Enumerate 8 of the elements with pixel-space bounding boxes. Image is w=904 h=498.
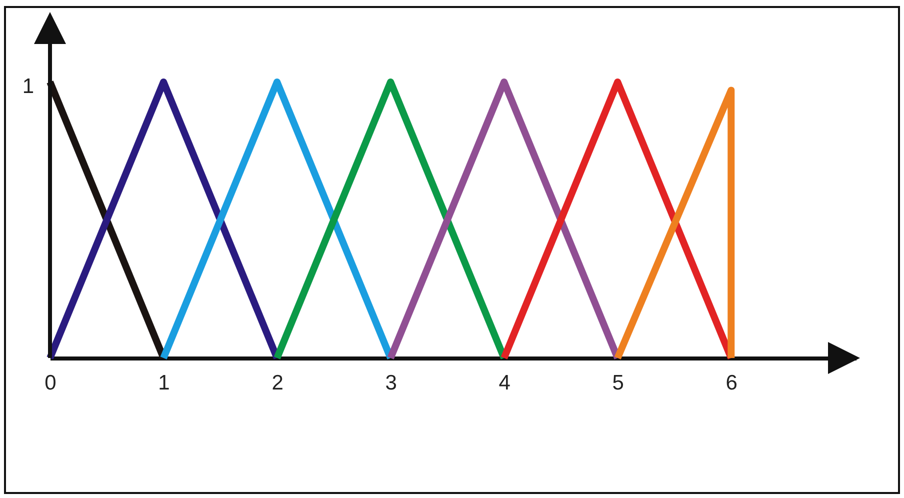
x-tick-label: 0	[44, 372, 56, 394]
x-tick-label: 6	[726, 372, 738, 394]
x-tick-label: 4	[498, 372, 511, 394]
x-tick-label: 2	[272, 372, 284, 394]
x-tick-label: 3	[385, 372, 397, 394]
annotation: 1	[22, 75, 34, 98]
x-tick-label: 1	[158, 372, 170, 394]
x-tick-label: 5	[612, 372, 624, 394]
